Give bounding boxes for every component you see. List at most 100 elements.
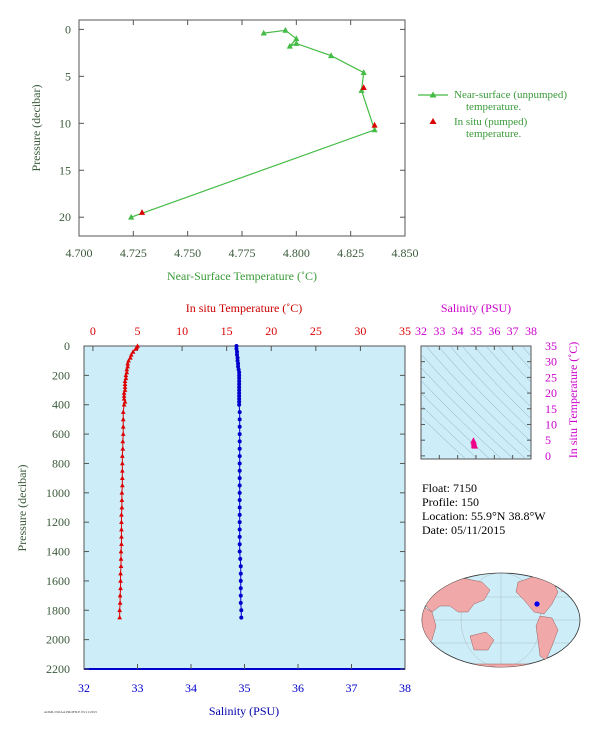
salinity-point: [237, 396, 242, 401]
salinity-point: [238, 586, 243, 591]
legend-label-in-situ-line2: temperature.: [466, 128, 522, 140]
ns-y-tick-label: 15: [59, 163, 71, 177]
temperature-point: [117, 607, 123, 613]
salinity-point: [237, 527, 242, 532]
salinity-tick-label: 33: [132, 681, 144, 695]
pressure-tick-label: 600: [52, 427, 70, 441]
salinity-point: [237, 498, 242, 503]
legend-label-in-situ-line1: In situ (pumped): [454, 116, 528, 128]
salinity-point: [237, 379, 242, 384]
temperature-point: [117, 615, 123, 620]
temp-tick-label: 15: [221, 324, 233, 338]
float-info: Float: 7150 Profile: 150 Location: 55.9°…: [422, 481, 546, 537]
temp-tick-label: 30: [354, 324, 366, 338]
salinity-point: [234, 344, 239, 348]
pressure-tick-label: 200: [52, 368, 70, 382]
salinity-point: [238, 600, 243, 605]
ns-x-tick-label: 4.775: [229, 246, 256, 260]
ts-y-tick-label: 15: [545, 402, 557, 416]
profile-chart: 0 5 10 15 20 25 30 35 32 33 34 35 36 37 38 0 200 400 600 80…: [15, 301, 411, 718]
temperature-point: [119, 490, 125, 495]
salinity-point: [237, 468, 242, 473]
ts-isopycnal: [421, 392, 491, 459]
temp-tick-label: 0: [90, 324, 96, 338]
ts-isopycnal: [461, 346, 531, 420]
temp-tick-label: 35: [399, 324, 411, 338]
ts-isopycnal: [421, 353, 527, 459]
ns-y-tick-label: 0: [65, 22, 71, 36]
ts-isopycnal: [509, 346, 531, 371]
profile-number: Profile: 150: [422, 495, 479, 509]
ns-point: [371, 126, 378, 133]
ts-isopycnal: [421, 367, 515, 459]
near-surface-y-axis-label: Pressure (decibar): [29, 85, 43, 172]
profile-ticks: 0 5 10 15 20 25 30 35 32 33 34 35 36 37 38 0 200 400 600 80…: [46, 324, 411, 695]
temperature-point: [125, 363, 131, 369]
salinity-tick-label: 32: [78, 681, 90, 695]
pressure-tick-label: 0: [64, 339, 70, 353]
temperature-point: [117, 592, 123, 598]
ts-isopycnal: [437, 346, 531, 442]
salinity-point: [238, 578, 243, 583]
salinity-point: [237, 432, 242, 437]
in-situ-point: [138, 209, 146, 215]
temperature-point: [120, 460, 125, 466]
ts-y-tick-label: 30: [545, 355, 557, 369]
ts-y-tick-label: 5: [545, 433, 551, 447]
salinity-point: [237, 399, 242, 404]
salinity-tick-label: 34: [185, 681, 197, 695]
salinity-point: [237, 461, 242, 466]
near-surface-chart: 4.700 4.725 4.750 4.775 4.800 4.825 4.850 0 5 10 1…: [29, 19, 567, 283]
salinity-point: [237, 512, 242, 517]
ts-isopycnal: [497, 346, 531, 383]
salinity-point: [237, 483, 242, 488]
salinity-point: [237, 439, 242, 444]
temperature-point: [121, 396, 127, 401]
salinity-point: [237, 542, 242, 547]
salinity-point: [237, 490, 242, 495]
temperature-point: [121, 393, 127, 398]
legend-marker-in-situ: [429, 118, 437, 124]
salinity-point: [237, 454, 242, 459]
temperature-point: [124, 366, 130, 372]
ns-x-tick-label: 4.850: [392, 246, 419, 260]
salinity-tick-label: 38: [399, 681, 411, 695]
ns-point: [128, 213, 135, 220]
salinity-point: [237, 417, 242, 422]
temperature-point: [119, 526, 124, 532]
temperature-point: [123, 372, 129, 378]
profile-series: [117, 343, 244, 620]
salinity-point: [237, 393, 242, 398]
float-position-marker: [534, 601, 540, 607]
temperature-point: [123, 375, 129, 381]
near-surface-plot-frame: [78, 19, 406, 237]
ts-right-axis-label: In situ Temperature (˚C): [566, 342, 580, 459]
ns-point: [282, 26, 289, 33]
temperature-point: [130, 349, 136, 354]
temperature-point: [124, 369, 130, 375]
ns-point: [286, 42, 293, 49]
profile-top-axis-label: In situ Temperature (˚C): [186, 301, 303, 315]
pressure-tick-label: 1600: [46, 574, 70, 588]
temp-tick-label: 5: [135, 324, 141, 338]
ts-isopycnal: [485, 346, 531, 396]
in-situ-point: [360, 84, 367, 90]
footer-stamp: AOML/NOAA PROFILE 05/11/2015: [44, 710, 97, 714]
ts-point: [471, 442, 478, 449]
ts-series: [470, 437, 478, 449]
location: Location: 55.9°N 38.8°W: [422, 509, 546, 523]
profile-bottom-axis-label: Salinity (PSU): [209, 704, 279, 718]
temperature-point: [120, 416, 126, 422]
salinity-point: [237, 534, 242, 539]
salinity-point: [235, 349, 240, 354]
salinity-point: [237, 520, 242, 525]
ts-y-tick-label: 35: [545, 339, 557, 353]
salinity-point: [235, 355, 240, 360]
salinity-point: [237, 388, 242, 393]
in-situ-point: [371, 121, 378, 128]
temperature-point: [118, 570, 123, 576]
temperature-point: [122, 387, 128, 392]
temperature-point: [117, 600, 123, 605]
